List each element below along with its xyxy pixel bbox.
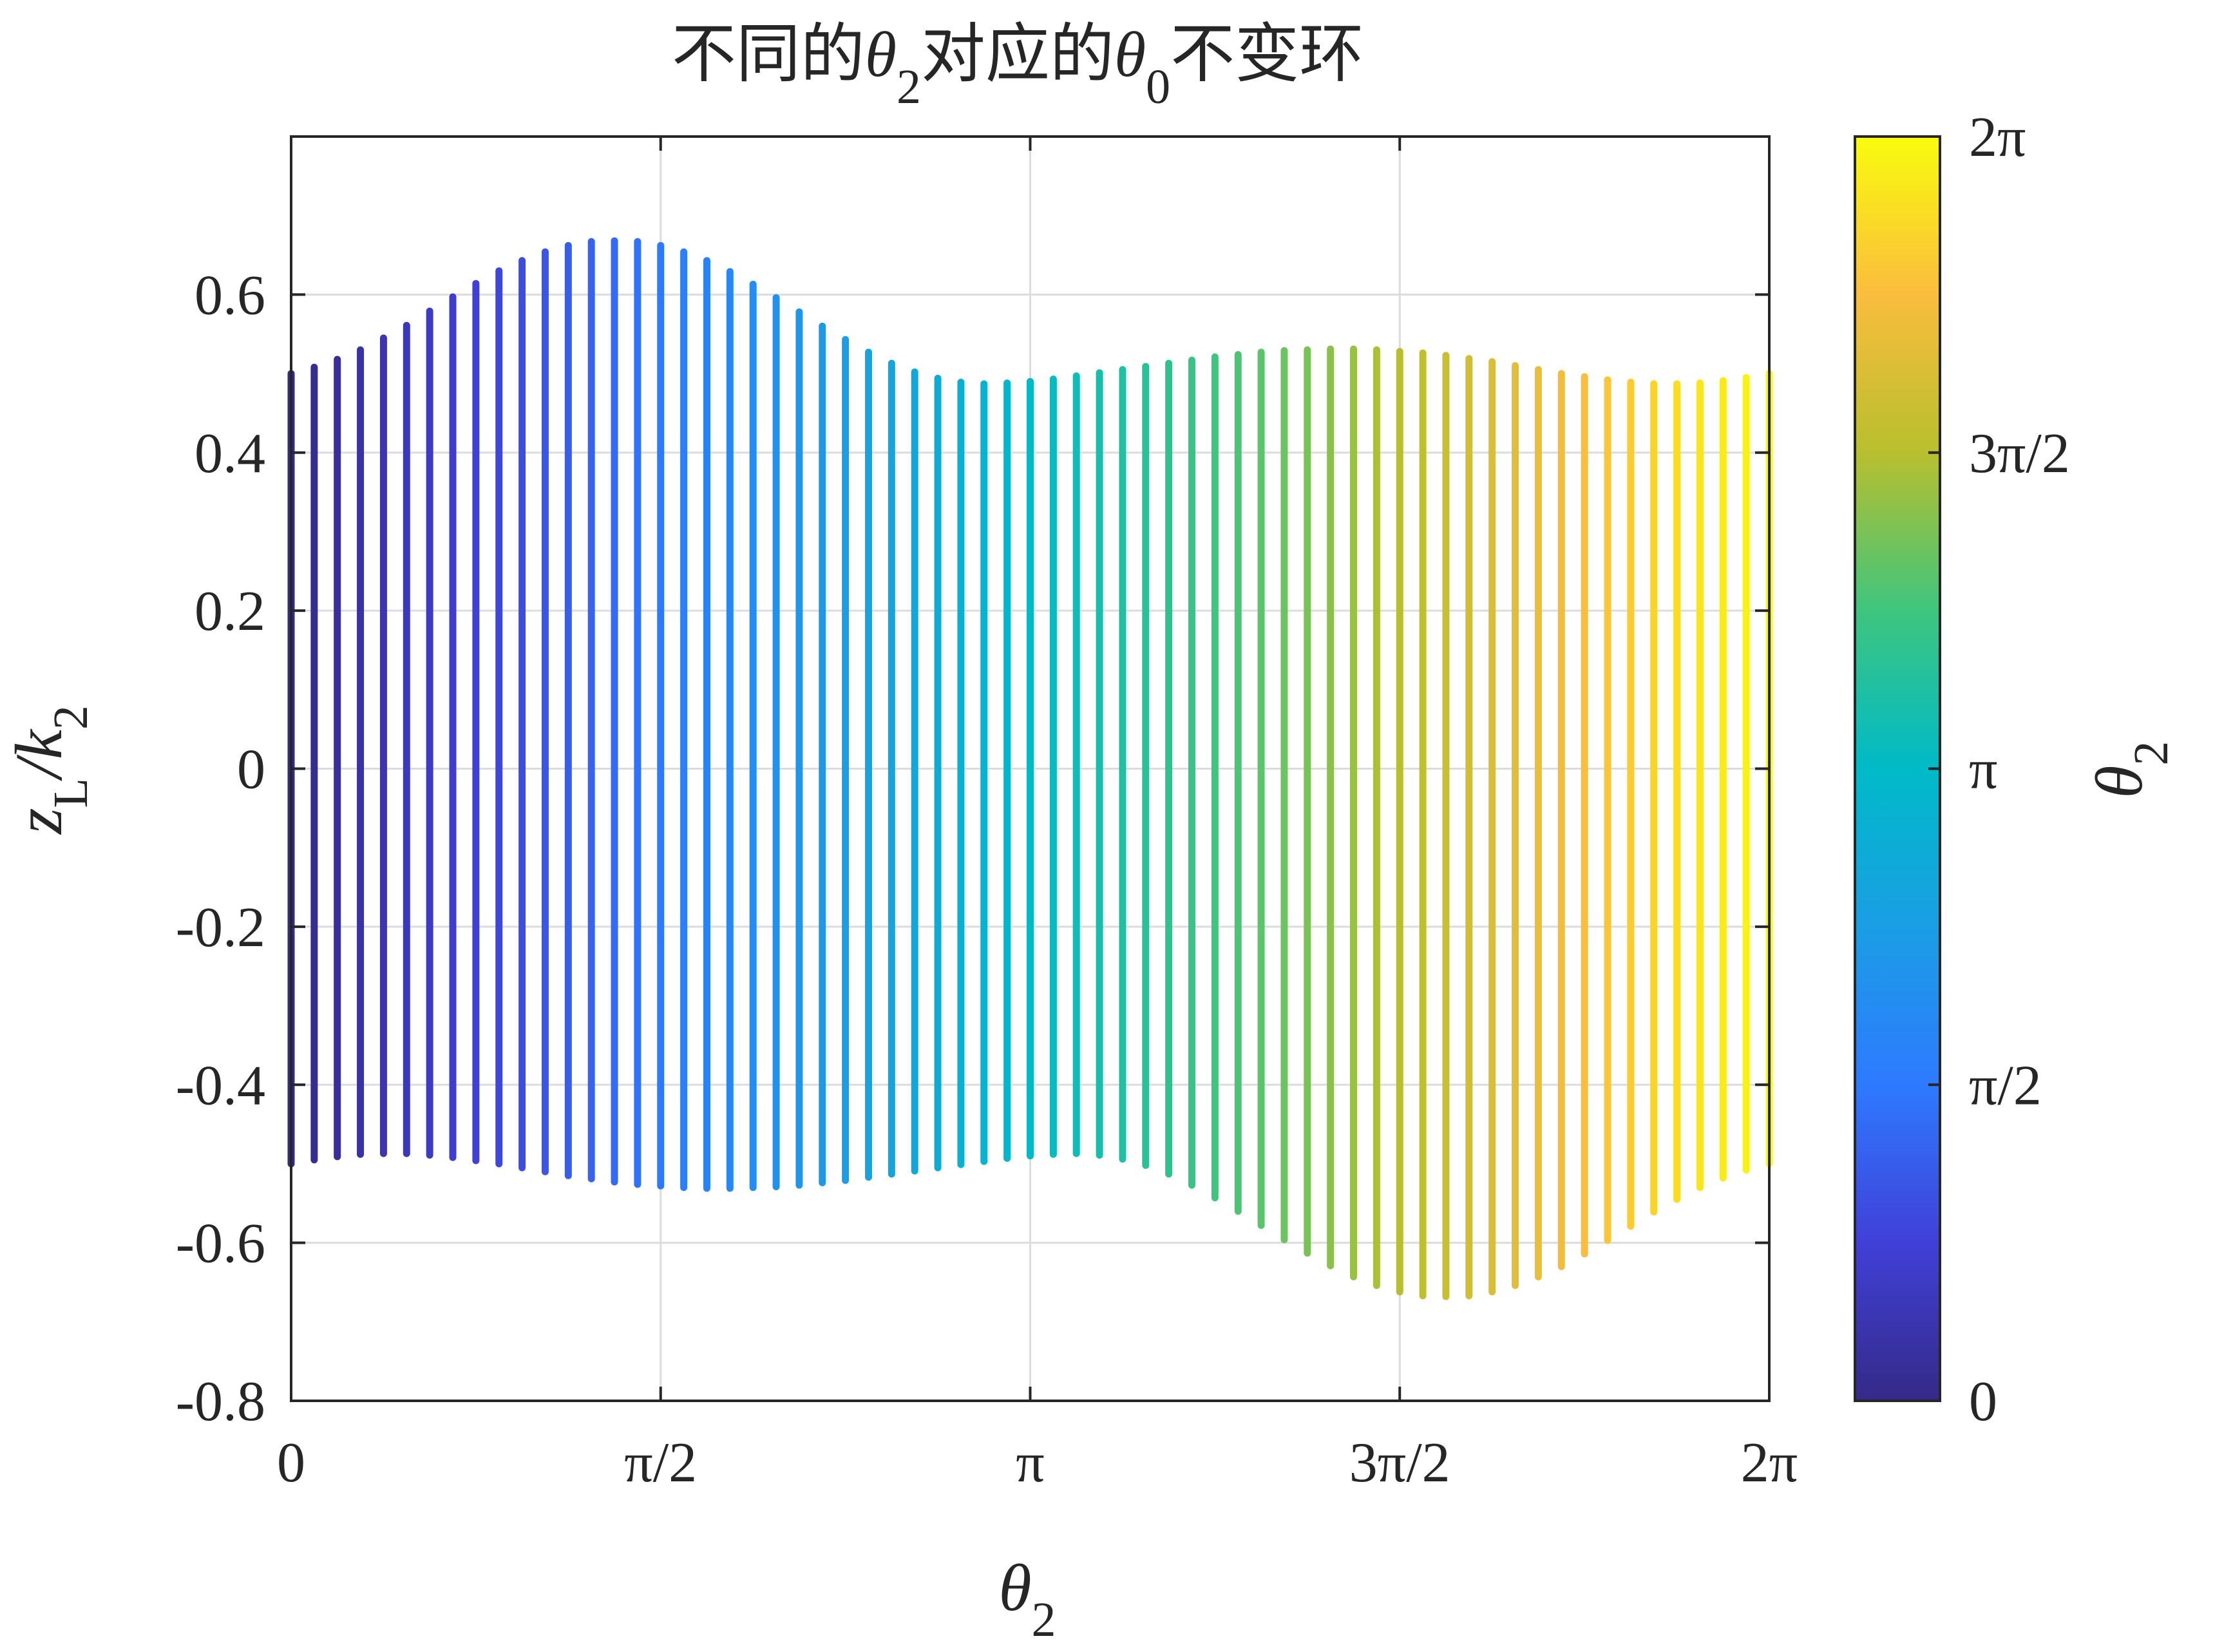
y-tick-label: -0.8 bbox=[176, 1371, 265, 1433]
x-tick-label: π bbox=[1016, 1432, 1044, 1494]
y-tick-label: -0.4 bbox=[176, 1054, 265, 1117]
colorbar-tick-label: π/2 bbox=[1969, 1054, 2042, 1117]
colorbar-title: θ2 bbox=[2082, 741, 2178, 798]
colorbar-ticks: 0 π/2 π 3π/2 2π bbox=[1928, 106, 2070, 1433]
colorbar-tick-label: 0 bbox=[1969, 1371, 1997, 1433]
x-tick-label: 2π bbox=[1741, 1432, 1798, 1494]
x-tick-label: 0 bbox=[277, 1432, 305, 1494]
data-marks bbox=[287, 237, 1773, 1300]
y-tick-label: -0.2 bbox=[176, 897, 265, 959]
y-tick-label: 0 bbox=[237, 739, 265, 801]
y-axis-title: zL/k2 bbox=[2, 705, 98, 835]
x-tick-label: 3π/2 bbox=[1349, 1432, 1450, 1494]
axis-ticks: 0 π/2 π 3π/2 2π -0.8 -0.6 -0.4 -0.2 0 0.2 0.4 0.6 bbox=[176, 137, 1798, 1494]
chart-title: 不同的θ2对应的θ0不变环 bbox=[672, 19, 1364, 114]
colorbar-tick-label: 3π/2 bbox=[1969, 422, 2070, 485]
y-tick-label: 0.4 bbox=[195, 422, 265, 485]
colorbar-tick-label: 2π bbox=[1969, 106, 2026, 169]
x-tick-label: π/2 bbox=[624, 1432, 697, 1494]
colorbar-tick-label: π bbox=[1969, 739, 1997, 801]
x-axis-title: θ2 bbox=[998, 1551, 1056, 1647]
colorbar bbox=[1854, 135, 1941, 1402]
y-tick-label: 0.2 bbox=[195, 580, 265, 643]
y-tick-label: -0.6 bbox=[176, 1213, 265, 1275]
y-tick-label: 0.6 bbox=[195, 264, 265, 327]
